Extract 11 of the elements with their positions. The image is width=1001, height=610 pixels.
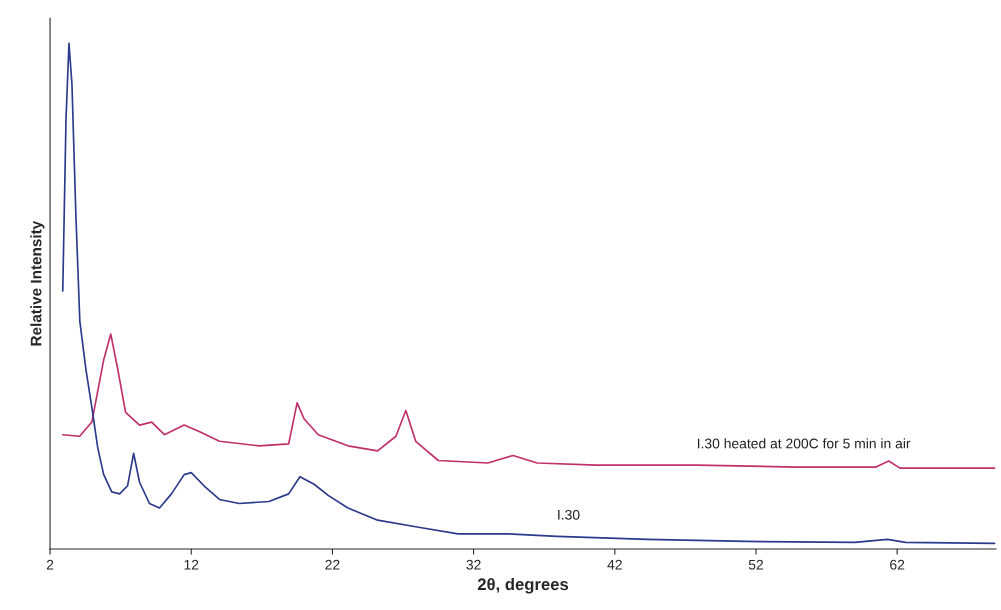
x-tick-label: 42 [607,559,622,570]
x-tick-label: 12 [184,559,199,570]
series-label: I.30 [558,509,580,520]
x-tick-label: 52 [748,559,764,570]
x-tick-label: 62 [890,559,905,570]
x-axis-title: 2θ, degrees [477,577,569,594]
y-axis-title: Relative Intensity [30,220,45,346]
series-label: I.30 heated at 200C for 5 min in air [697,438,911,449]
x-tick-label: 32 [466,559,481,570]
x-tick-label: 22 [325,559,340,570]
x-tick-label: 2 [46,559,54,570]
